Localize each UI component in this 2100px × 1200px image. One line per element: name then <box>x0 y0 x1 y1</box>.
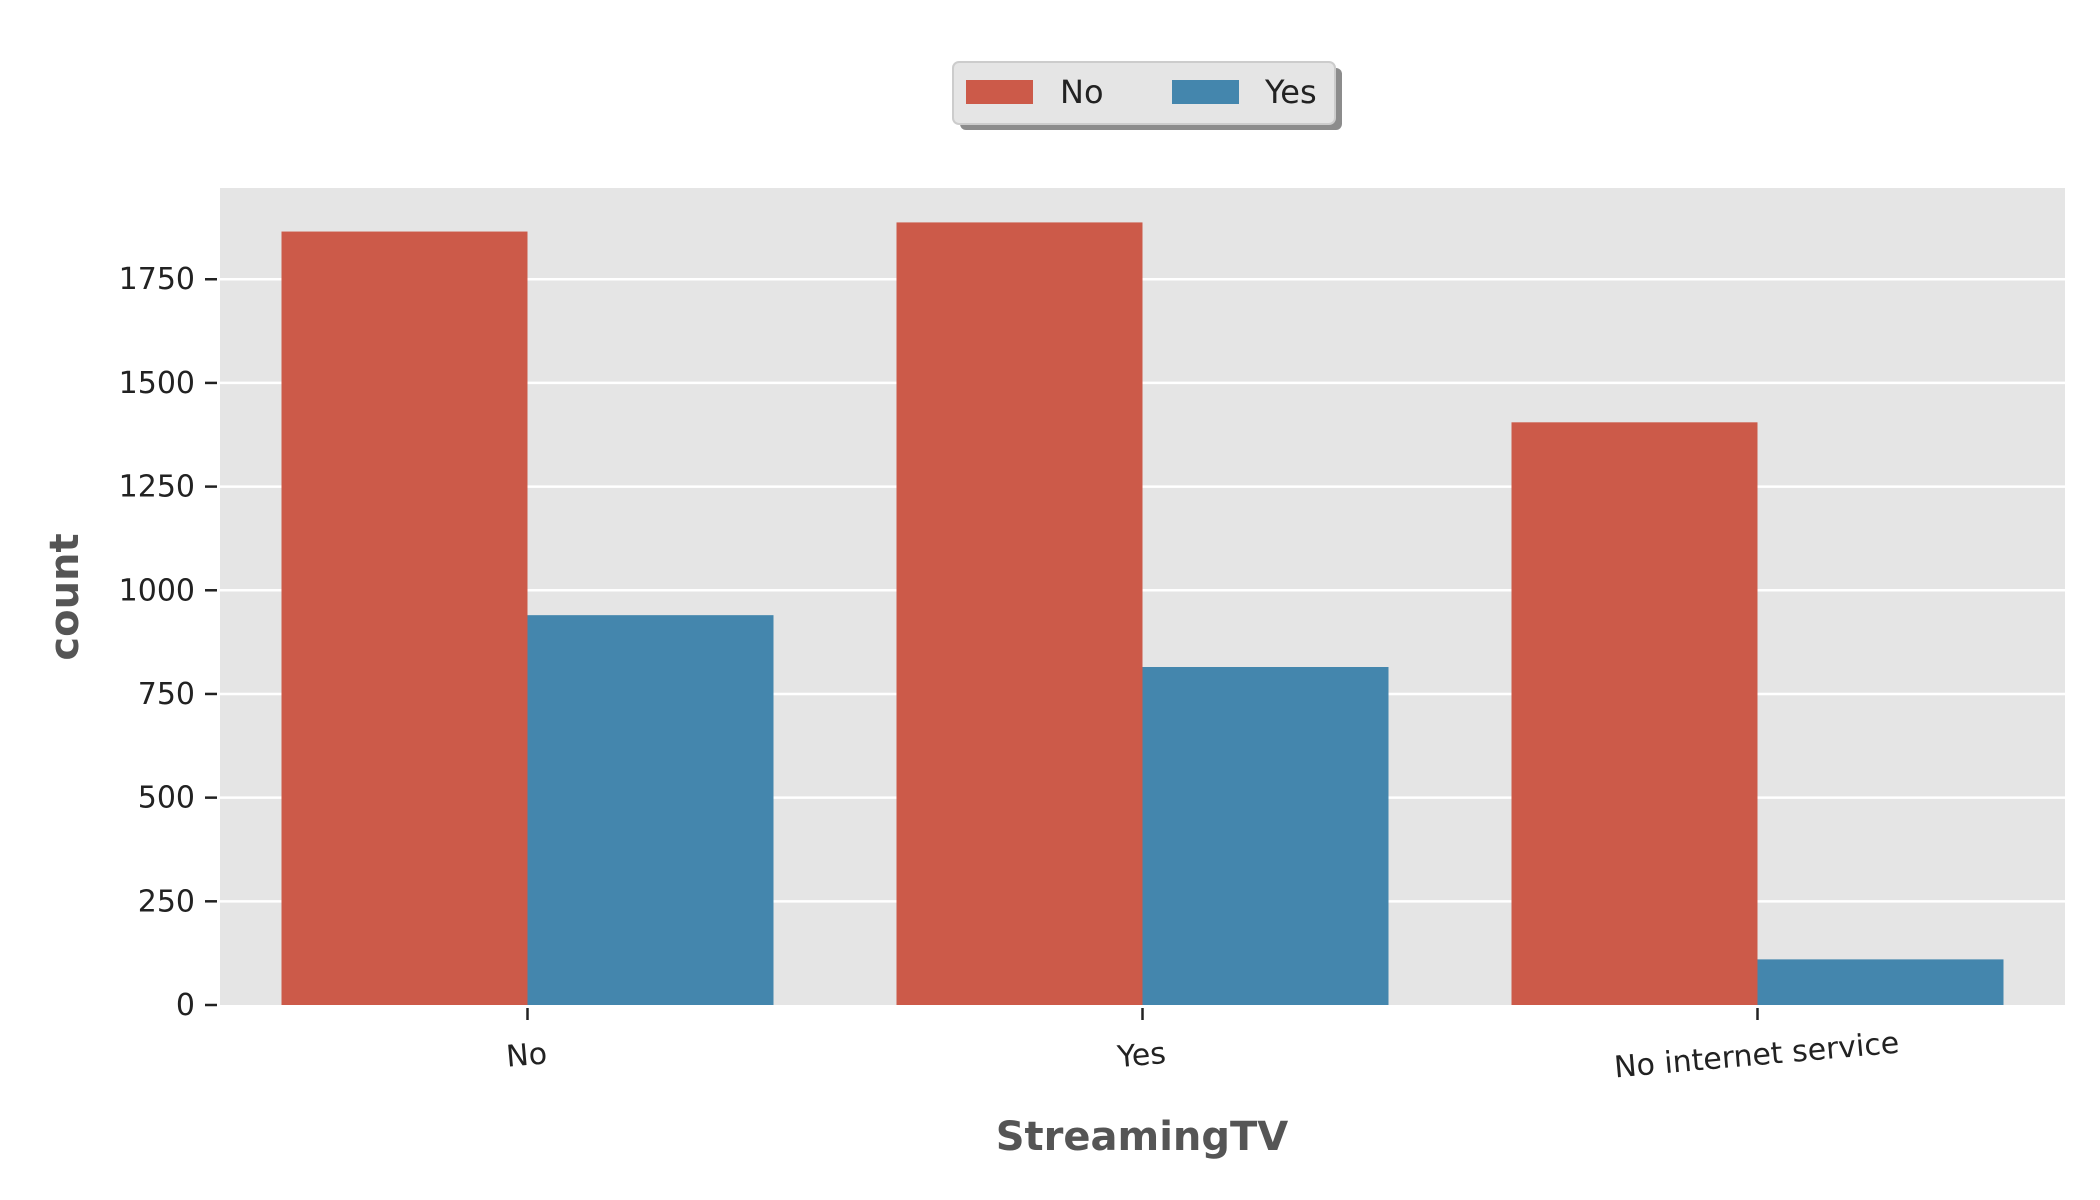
x-tick-label: Yes <box>1115 1036 1167 1075</box>
bars <box>281 222 2004 1006</box>
y-tick-label: 1250 <box>119 470 195 505</box>
bar-yes-0 <box>527 615 774 1005</box>
y-axis: 0 250 500 750 1000 1250 1500 1750 <box>119 262 217 1023</box>
x-axis-title: StreamingTV <box>996 1114 1289 1160</box>
x-tick-label: No <box>505 1036 549 1074</box>
legend-box <box>952 61 1336 125</box>
y-tick-label: 1750 <box>119 262 195 297</box>
legend-swatch-no <box>966 80 1033 104</box>
bar-no-0 <box>281 231 528 1006</box>
x-tick-label: No internet service <box>1613 1026 1901 1086</box>
y-tick-label: 1500 <box>119 366 195 401</box>
bar-no-2 <box>1511 422 1758 1005</box>
y-tick-label: 250 <box>138 884 195 919</box>
bar-no-1 <box>896 222 1143 1006</box>
y-tick-label: 500 <box>138 781 195 816</box>
legend: No Yes <box>952 61 1342 130</box>
bar-yes-2 <box>1757 959 2004 1005</box>
y-tick-label: 1000 <box>119 573 195 608</box>
legend-swatch-yes <box>1172 80 1239 104</box>
y-axis-title: count <box>42 533 88 660</box>
legend-label-no: No <box>1060 73 1104 111</box>
bar-yes-1 <box>1142 667 1389 1005</box>
y-tick-label: 750 <box>138 677 195 712</box>
legend-label-yes: Yes <box>1264 73 1317 111</box>
x-axis: No Yes No internet service <box>505 1008 1901 1085</box>
y-tick-label: 0 <box>176 988 195 1023</box>
